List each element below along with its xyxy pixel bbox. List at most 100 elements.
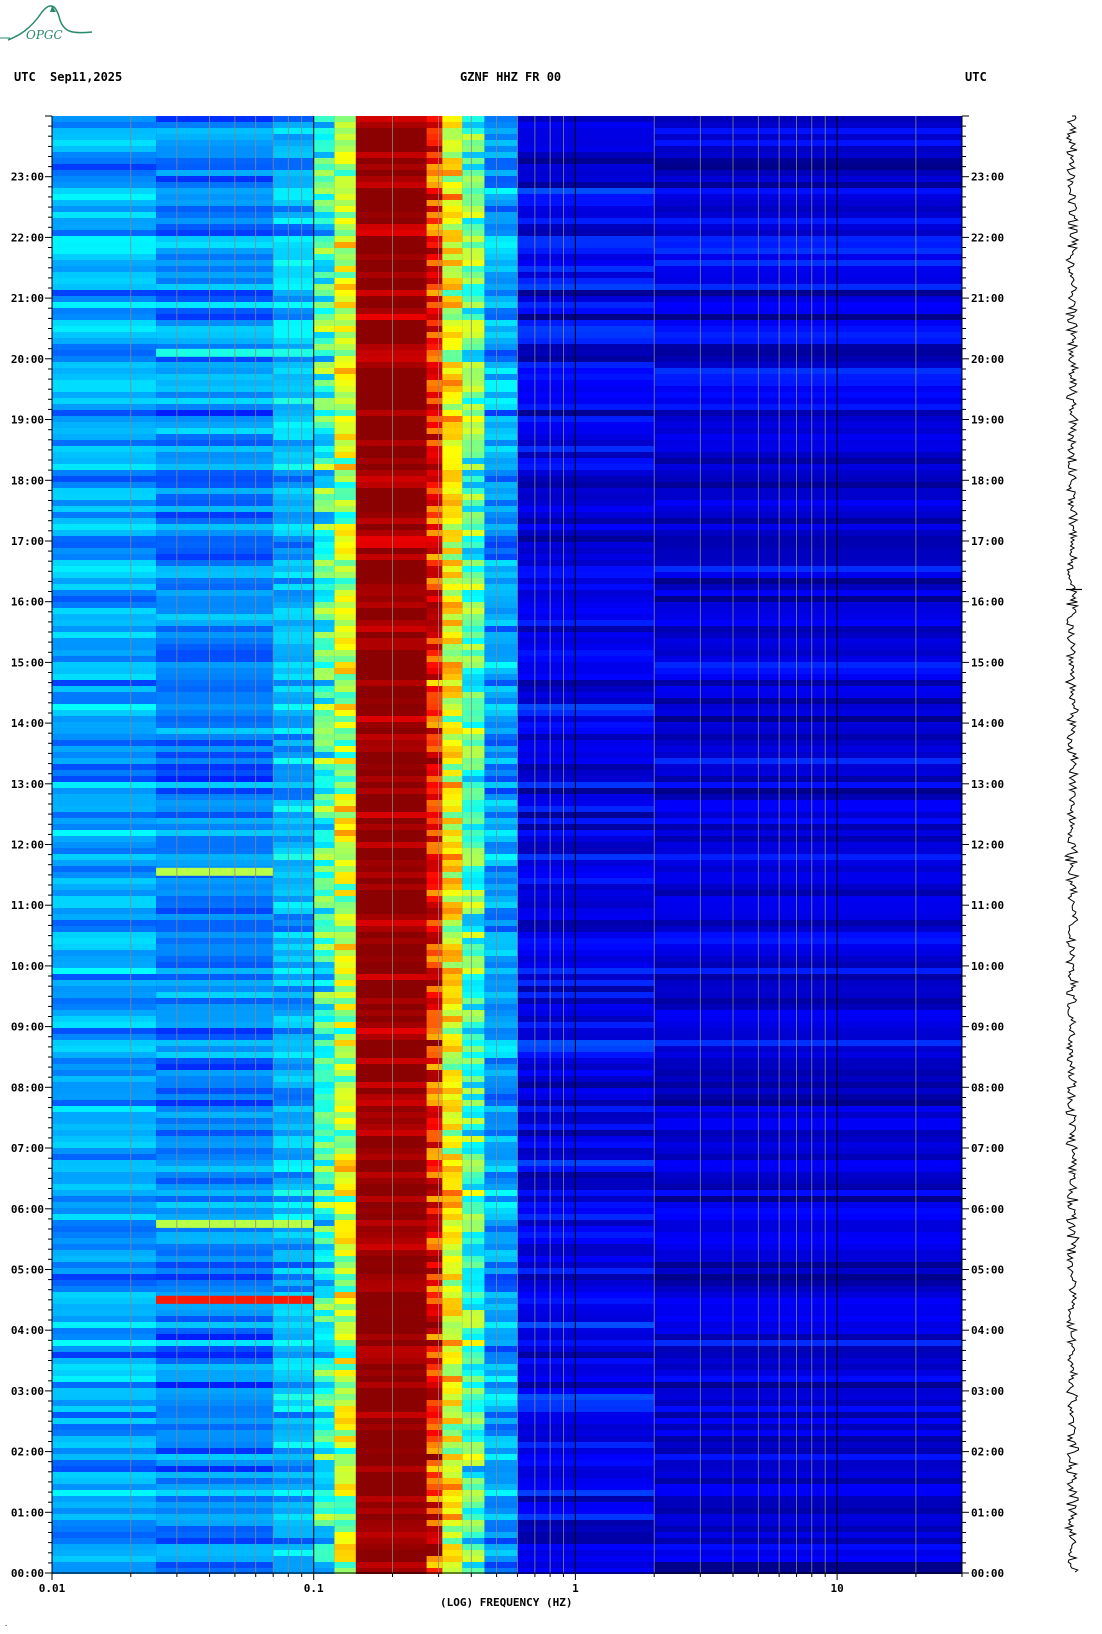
spectrogram-cell xyxy=(313,1466,335,1472)
spectrogram-cell xyxy=(156,524,274,530)
spectrogram-cell xyxy=(355,1076,427,1082)
spectrogram-cell xyxy=(442,992,463,998)
spectrogram-cell xyxy=(517,1088,655,1094)
spectrogram-cell xyxy=(462,1268,485,1274)
spectrogram-cell xyxy=(442,548,463,554)
spectrogram-cell xyxy=(52,680,157,686)
spectrogram-cell xyxy=(442,572,463,578)
spectrogram-cell xyxy=(355,1292,427,1298)
spectrogram-cell xyxy=(442,230,463,236)
spectrogram-cell xyxy=(52,518,157,524)
y-tick-label-left: 23:00 xyxy=(11,171,44,184)
spectrogram-cell xyxy=(313,854,335,860)
spectrogram-cell xyxy=(426,560,443,566)
spectrogram-cell xyxy=(517,422,655,428)
spectrogram-cell xyxy=(426,488,443,494)
spectrogram-cell xyxy=(355,530,427,536)
spectrogram-cell xyxy=(484,1532,518,1538)
spectrogram-cell xyxy=(52,830,157,836)
spectrogram-cell xyxy=(654,1088,962,1094)
spectrogram-cell xyxy=(273,1394,314,1400)
spectrogram-cell xyxy=(484,1244,518,1250)
spectrogram-cell xyxy=(52,1100,157,1106)
spectrogram-cell xyxy=(355,932,427,938)
spectrogram-cell xyxy=(334,452,356,458)
spectrogram-cell xyxy=(52,932,157,938)
spectrogram-cell xyxy=(426,452,443,458)
spectrogram-cell xyxy=(442,1268,463,1274)
spectrogram-cell xyxy=(426,782,443,788)
spectrogram-cell xyxy=(156,1250,274,1256)
spectrogram-cell xyxy=(517,1052,655,1058)
spectrogram-cell xyxy=(462,434,485,440)
spectrogram-cell xyxy=(52,1424,157,1430)
spectrogram-cell xyxy=(654,806,962,812)
spectrogram-cell xyxy=(313,134,335,140)
spectrogram-cell xyxy=(52,248,157,254)
spectrogram-cell xyxy=(355,782,427,788)
spectrogram-cell xyxy=(462,362,485,368)
spectrogram-cell xyxy=(426,644,443,650)
spectrogram-cell xyxy=(484,590,518,596)
spectrogram-cell xyxy=(462,770,485,776)
spectrogram-cell xyxy=(654,554,962,560)
spectrogram-cell xyxy=(273,1358,314,1364)
spectrogram-cell xyxy=(462,1502,485,1508)
spectrogram-cell xyxy=(273,296,314,302)
spectrogram-cell xyxy=(654,338,962,344)
spectrogram-cell xyxy=(355,674,427,680)
spectrogram-cell xyxy=(462,896,485,902)
spectrogram-cell xyxy=(273,236,314,242)
spectrogram-cell xyxy=(426,218,443,224)
spectrogram-cell xyxy=(484,254,518,260)
spectrogram-cell xyxy=(442,1064,463,1070)
spectrogram-cell xyxy=(426,500,443,506)
spectrogram-cell xyxy=(355,1334,427,1340)
spectrogram-cell xyxy=(517,248,655,254)
spectrogram-cell xyxy=(442,1220,463,1226)
spectrogram-cell xyxy=(654,1028,962,1034)
spectrogram-cell xyxy=(442,380,463,386)
spectrogram-cell xyxy=(273,1484,314,1490)
spectrogram-cell xyxy=(52,806,157,812)
spectrogram-cell xyxy=(313,650,335,656)
spectrogram-cell xyxy=(313,152,335,158)
spectrogram-cell xyxy=(426,482,443,488)
spectrogram-cell xyxy=(517,326,655,332)
spectrogram-cell xyxy=(517,1016,655,1022)
spectrogram-cell xyxy=(273,212,314,218)
spectrogram-cell xyxy=(517,194,655,200)
spectrogram-cell xyxy=(442,602,463,608)
spectrogram-cell xyxy=(313,458,335,464)
spectrogram-cell xyxy=(442,1256,463,1262)
spectrogram-cell xyxy=(484,236,518,242)
spectrogram-cell xyxy=(355,1400,427,1406)
spectrogram-cell xyxy=(517,404,655,410)
spectrogram-cell xyxy=(334,536,356,542)
spectrogram-cell xyxy=(442,854,463,860)
spectrogram-cell xyxy=(273,1022,314,1028)
spectrogram-cell xyxy=(273,488,314,494)
spectrogram-cell xyxy=(313,602,335,608)
spectrogram-cell xyxy=(517,1148,655,1154)
spectrogram-cell xyxy=(484,1412,518,1418)
spectrogram-cell xyxy=(462,1424,485,1430)
spectrogram-cell xyxy=(52,1190,157,1196)
spectrogram-cell xyxy=(426,212,443,218)
spectrogram-cell xyxy=(334,1418,356,1424)
spectrogram-cell xyxy=(313,1328,335,1334)
spectrogram-cell xyxy=(442,1448,463,1454)
spectrogram-cell xyxy=(654,350,962,356)
spectrogram-cell xyxy=(484,974,518,980)
spectrogram-cell xyxy=(156,1364,274,1370)
spectrogram-cell xyxy=(313,1178,335,1184)
spectrogram-cell xyxy=(313,278,335,284)
spectrogram-cell xyxy=(654,290,962,296)
spectrogram-cell xyxy=(52,524,157,530)
spectrogram-cell xyxy=(156,1058,274,1064)
spectrogram-cell xyxy=(462,674,485,680)
spectrogram-cell xyxy=(355,176,427,182)
spectrogram-cell xyxy=(313,392,335,398)
spectrogram-cell xyxy=(442,260,463,266)
spectrogram-cell xyxy=(334,1262,356,1268)
